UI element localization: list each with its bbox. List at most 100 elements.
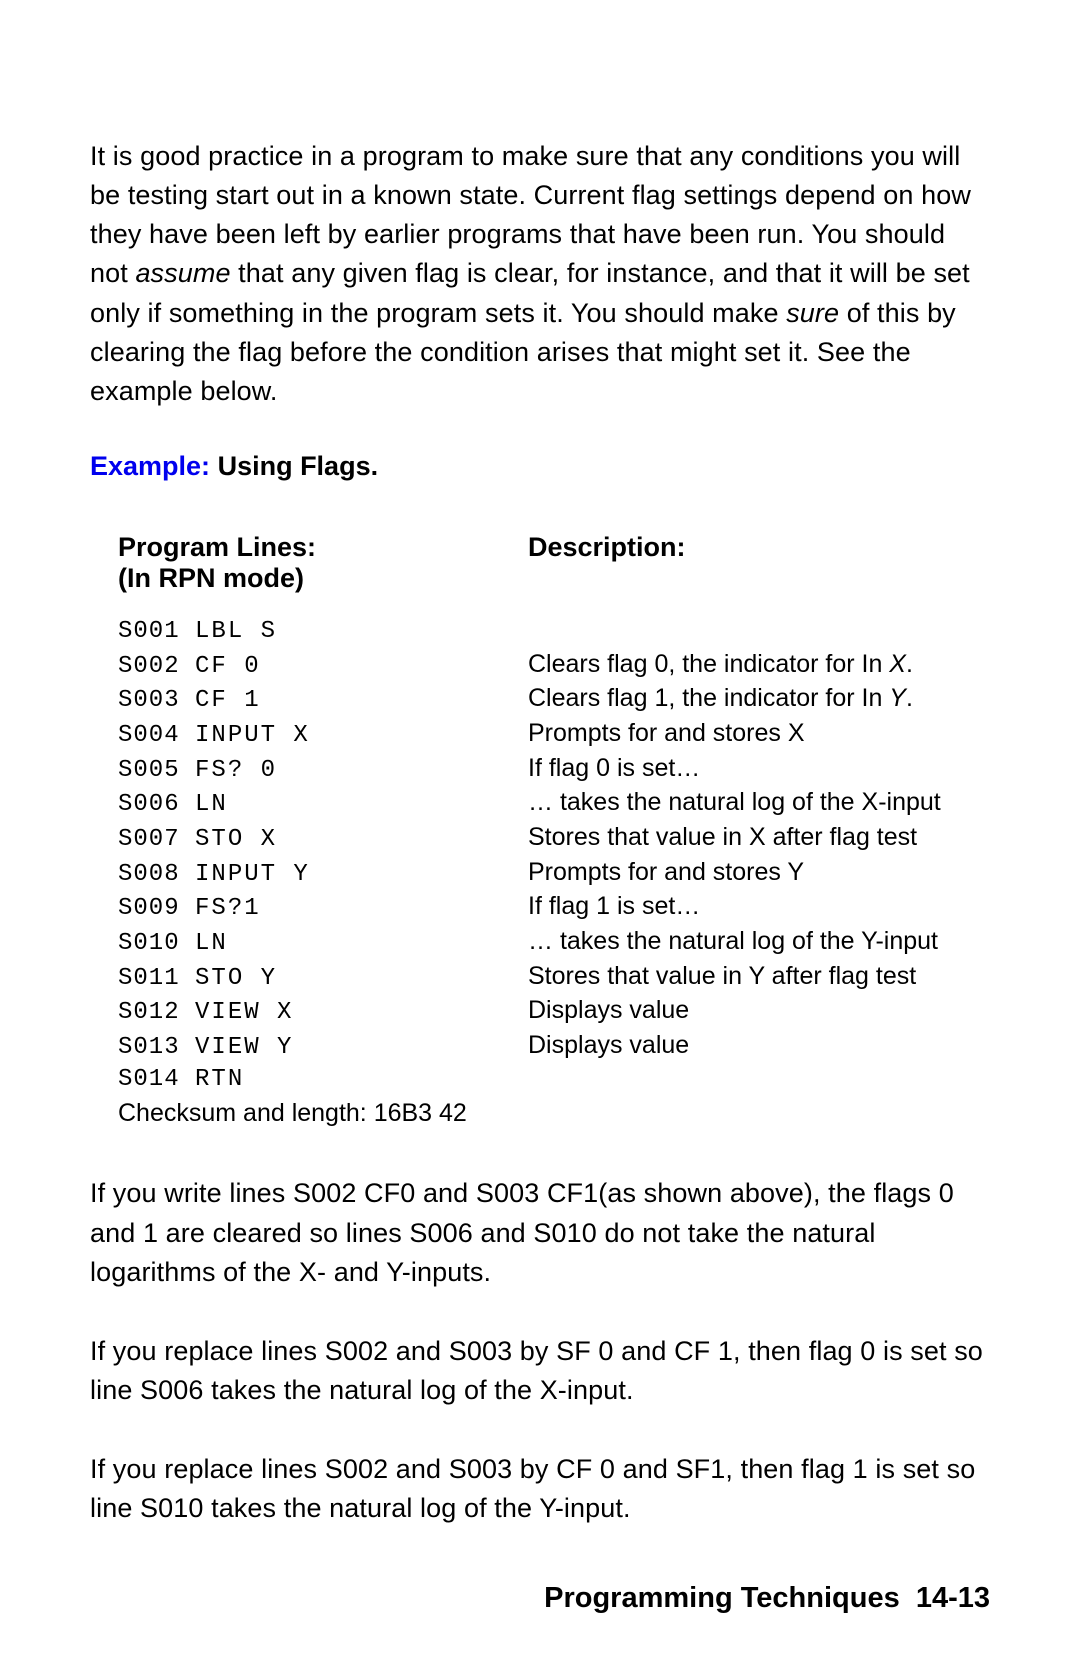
program-line-cell: S012 VIEW X <box>118 997 528 1029</box>
description-text: Prompts for and stores Y <box>528 858 804 886</box>
table-row: S004 INPUT XPrompts for and stores X <box>118 717 990 752</box>
program-line-number: S014 <box>118 1066 195 1093</box>
description-italic: X <box>889 650 906 678</box>
program-line-cell: S007 STO X <box>118 824 528 856</box>
program-line-code: LN <box>195 791 228 818</box>
example-label: Example: <box>90 451 210 481</box>
table-row: S003 CF 1Clears flag 1, the indicator fo… <box>118 682 990 717</box>
program-line-number: S012 <box>118 999 195 1026</box>
program-line-number: S010 <box>118 930 195 957</box>
page: It is good practice in a program to make… <box>0 0 1080 1673</box>
table-row: S002 CF 0Clears flag 0, the indicator fo… <box>118 648 990 683</box>
program-line-code: LBL S <box>195 618 277 645</box>
program-line-number: S006 <box>118 791 195 818</box>
program-line-cell: S010 LN <box>118 928 528 960</box>
table-header-right: Description: <box>528 532 990 594</box>
table-row: S014 RTN <box>118 1064 990 1096</box>
intro-assume: assume <box>135 258 230 288</box>
program-line-cell: S003 CF 1 <box>118 685 528 717</box>
header-left-line1: Program Lines: <box>118 532 528 563</box>
description-text: Clears flag 0, the indicator for In <box>528 650 889 678</box>
program-line-number: S013 <box>118 1034 195 1061</box>
program-line-cell: S011 STO Y <box>118 963 528 995</box>
description-text: … takes the natural log of the X-input <box>528 788 941 816</box>
description-italic: Y <box>889 684 906 712</box>
program-line-number: S003 <box>118 687 195 714</box>
program-line-number: S011 <box>118 965 195 992</box>
footer-title: Programming Techniques <box>544 1582 900 1614</box>
table-row: S010 LN… takes the natural log of the Y-… <box>118 925 990 960</box>
program-line-number: S009 <box>118 895 195 922</box>
header-left-line2: (In RPN mode) <box>118 563 528 594</box>
program-line-code: FS?1 <box>195 895 261 922</box>
program-line-code: FS? 0 <box>195 757 277 784</box>
footer-page-number: 14-13 <box>916 1582 990 1614</box>
example-heading: Example: Using Flags. <box>90 451 990 482</box>
program-table: Program Lines: (In RPN mode) Description… <box>118 532 990 1128</box>
program-line-code: STO X <box>195 826 277 853</box>
program-line-number: S008 <box>118 861 195 888</box>
table-row: S001 LBL S <box>118 616 990 648</box>
program-line-cell: S009 FS?1 <box>118 893 528 925</box>
paragraph-after-1: If you write lines S002 CF0 and S003 CF1… <box>90 1174 990 1291</box>
table-header-left: Program Lines: (In RPN mode) <box>118 532 528 594</box>
program-line-number: S004 <box>118 722 195 749</box>
program-line-cell: S005 FS? 0 <box>118 755 528 787</box>
description-cell: Prompts for and stores X <box>528 717 990 750</box>
description-cell: Stores that value in X after flag test <box>528 821 990 854</box>
description-text: Displays value <box>528 1031 689 1059</box>
intro-paragraph: It is good practice in a program to make… <box>90 137 990 411</box>
description-text: Stores that value in X after flag test <box>528 823 917 851</box>
description-cell: Stores that value in Y after flag test <box>528 960 990 993</box>
checksum-line: Checksum and length: 16B3 42 <box>118 1099 990 1128</box>
description-cell: If flag 1 is set… <box>528 890 990 923</box>
program-line-cell: S002 CF 0 <box>118 651 528 683</box>
program-line-code: INPUT Y <box>195 861 310 888</box>
program-line-code: CF 0 <box>195 653 261 680</box>
table-row: S013 VIEW YDisplays value <box>118 1029 990 1064</box>
program-line-cell: S006 LN <box>118 789 528 821</box>
program-line-code: RTN <box>195 1066 244 1093</box>
program-line-code: LN <box>195 930 228 957</box>
program-line-code: STO Y <box>195 965 277 992</box>
program-line-code: CF 1 <box>195 687 261 714</box>
page-footer: Programming Techniques 14-13 <box>544 1582 990 1615</box>
description-text-post: . <box>906 650 913 678</box>
description-cell: … takes the natural log of the X-input <box>528 786 990 819</box>
description-text: If flag 0 is set… <box>528 754 700 782</box>
program-line-code: VIEW Y <box>195 1034 293 1061</box>
description-cell: If flag 0 is set… <box>528 752 990 785</box>
table-row: S009 FS?1If flag 1 is set… <box>118 890 990 925</box>
description-text: Stores that value in Y after flag test <box>528 962 916 990</box>
description-text: Displays value <box>528 996 689 1024</box>
description-text: Prompts for and stores X <box>528 719 805 747</box>
description-cell: Displays value <box>528 994 990 1027</box>
table-row: S011 STO YStores that value in Y after f… <box>118 960 990 995</box>
table-row: S012 VIEW XDisplays value <box>118 994 990 1029</box>
program-line-cell: S004 INPUT X <box>118 720 528 752</box>
table-body: S001 LBL SS002 CF 0Clears flag 0, the in… <box>118 616 990 1095</box>
description-cell: Clears flag 0, the indicator for In X. <box>528 648 990 681</box>
program-line-number: S002 <box>118 653 195 680</box>
example-title: Using Flags. <box>210 451 378 481</box>
table-row: S005 FS? 0If flag 0 is set… <box>118 752 990 787</box>
table-row: S008 INPUT YPrompts for and stores Y <box>118 856 990 891</box>
table-row: S006 LN… takes the natural log of the X-… <box>118 786 990 821</box>
program-line-number: S001 <box>118 618 195 645</box>
description-text: … takes the natural log of the Y-input <box>528 927 938 955</box>
intro-sure: sure <box>786 298 839 328</box>
description-text-post: . <box>906 684 913 712</box>
description-cell: Prompts for and stores Y <box>528 856 990 889</box>
paragraph-after-2: If you replace lines S002 and S003 by SF… <box>90 1332 990 1410</box>
paragraph-after-3: If you replace lines S002 and S003 by CF… <box>90 1450 990 1528</box>
table-row: S007 STO XStores that value in X after f… <box>118 821 990 856</box>
program-line-cell: S013 VIEW Y <box>118 1032 528 1064</box>
program-line-number: S005 <box>118 757 195 784</box>
description-text: Clears flag 1, the indicator for In <box>528 684 889 712</box>
table-header-row: Program Lines: (In RPN mode) Description… <box>118 532 990 594</box>
program-line-number: S007 <box>118 826 195 853</box>
program-line-cell: S014 RTN <box>118 1064 528 1096</box>
description-text: If flag 1 is set… <box>528 892 700 920</box>
program-line-cell: S008 INPUT Y <box>118 859 528 891</box>
program-line-code: INPUT X <box>195 722 310 749</box>
